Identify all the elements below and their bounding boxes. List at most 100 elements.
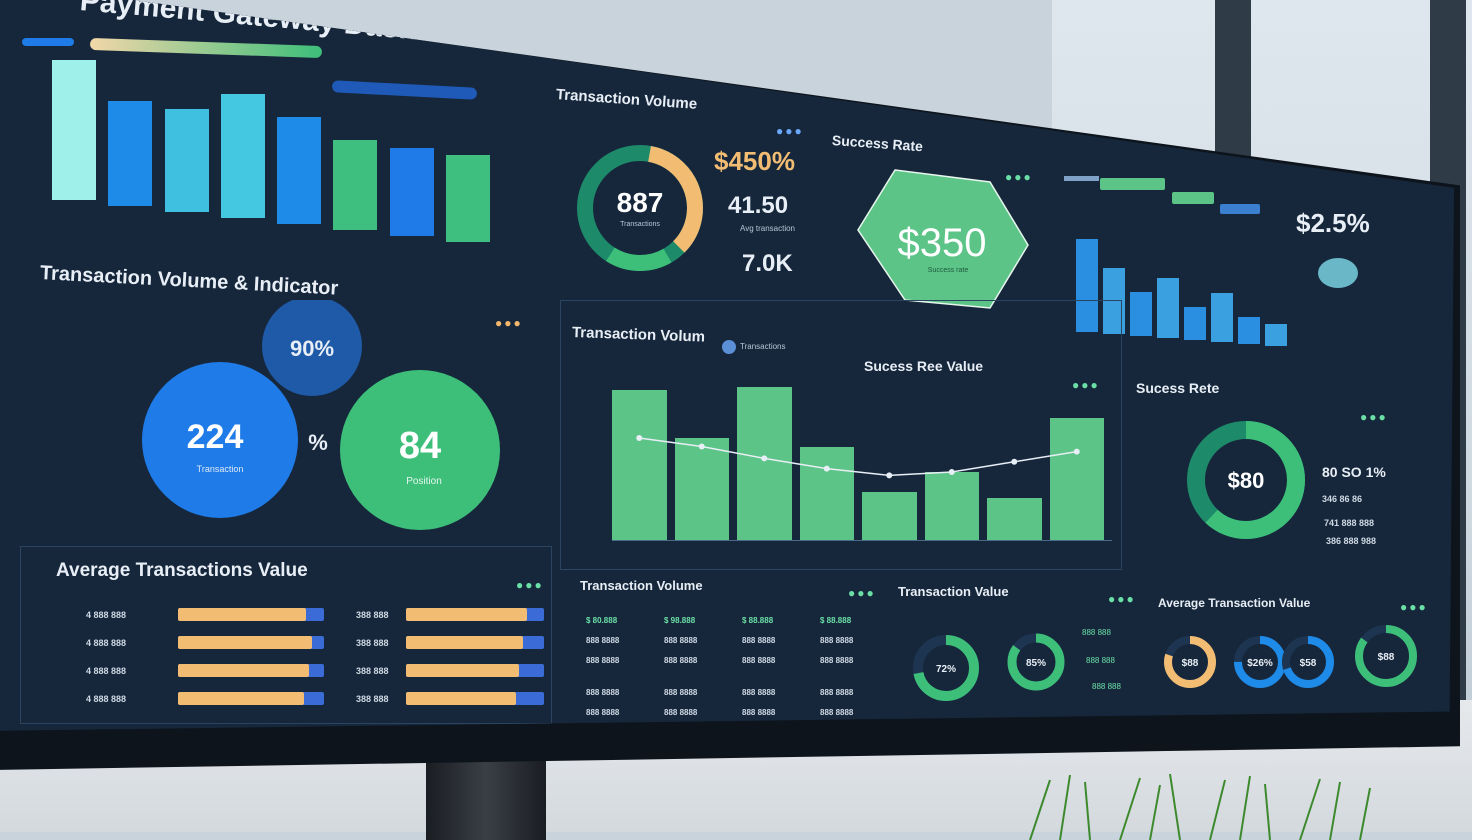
main-bar [1049, 417, 1104, 540]
success-donut: $80 [1187, 421, 1305, 539]
hbar-track [406, 608, 544, 621]
ring-note: 888 888 [1082, 628, 1111, 637]
bar [52, 60, 96, 200]
success-hexagon: $350 Success rate [857, 169, 1029, 309]
mini-badge[interactable] [1318, 258, 1358, 288]
ring-arc [1007, 633, 1065, 691]
donut-label: Transactions [620, 221, 660, 228]
table-cell: 888 8888 [742, 708, 776, 717]
ring-arc [913, 635, 979, 701]
trend-point [698, 443, 705, 450]
stat-caption: Avg transaction [740, 224, 795, 233]
ring-arc [1355, 625, 1417, 687]
mini-bar [1184, 307, 1206, 340]
ring-note: 888 888 [1092, 682, 1121, 691]
row-label: 4 888 888 [86, 610, 127, 620]
overlay-title: Sucess Ree Value [864, 358, 984, 374]
trend-point [1011, 458, 1018, 465]
more-icon[interactable]: ●●● [1108, 592, 1136, 606]
bubble-value: 90% [290, 336, 334, 361]
tx-value-rings: 72% 85% [913, 633, 1065, 701]
donut-value: 887 [617, 187, 664, 218]
hbar-track [178, 608, 324, 621]
main-bar [862, 492, 917, 540]
bar [445, 155, 490, 242]
row-label: 388 888 [356, 638, 389, 648]
table-cell: 888 8888 [742, 636, 776, 645]
bubble-value: 84 [399, 425, 441, 467]
table-cell: 888 8888 [820, 688, 854, 697]
more-icon[interactable]: ●●● [1072, 378, 1100, 392]
mini-stat: $2.5% [1296, 208, 1370, 238]
hbar-fill [406, 608, 528, 621]
avg-value-rings: $88 $26% $58 $88 [1164, 625, 1417, 688]
indicator-title: Transaction Volume & Indicator [39, 262, 339, 300]
plant-decor [1029, 773, 1371, 840]
hbar-track [178, 664, 324, 677]
table-cell: 888 8888 [664, 708, 698, 717]
stat-value: 7.0K [742, 250, 793, 277]
ring-value: $26% [1247, 658, 1273, 669]
more-icon[interactable]: ●●● [776, 124, 804, 138]
main-bar [924, 472, 979, 540]
legend-icon [722, 340, 736, 354]
bubble-separator: % [308, 430, 328, 455]
success-stat: 346 86 86 [1322, 494, 1363, 504]
trend-point [948, 469, 955, 475]
ring-note: 888 888 [1086, 656, 1115, 665]
tx-volume-title: Transaction Volume [555, 86, 698, 113]
main-bar [612, 390, 667, 540]
more-icon[interactable]: ●●● [495, 316, 523, 330]
table-cell: 888 8888 [664, 688, 698, 697]
table-cell: $ 88.888 [742, 616, 774, 625]
bar [277, 117, 321, 224]
more-icon[interactable]: ●●● [1400, 600, 1428, 614]
tab-pill[interactable] [22, 38, 74, 46]
row-label: 4 888 888 [86, 638, 127, 648]
table-cell: 888 8888 [664, 636, 698, 645]
avg-value-panel [20, 546, 552, 724]
bubble-circle [262, 300, 362, 396]
trend-point [886, 472, 893, 479]
mini-bar [1211, 292, 1233, 342]
bar [333, 140, 378, 230]
monitor-stand [426, 760, 546, 840]
row-label: 4 888 888 [86, 666, 127, 676]
trend-point [761, 455, 768, 462]
more-icon[interactable]: ●●● [1360, 410, 1388, 424]
main-bar [799, 446, 854, 540]
tx-table: $ 80.888 $ 98.888 $ 88.888 $ 88.888 888 8888… [586, 616, 886, 726]
hex-value: $350 [898, 221, 987, 265]
table-cell: 888 8888 [586, 656, 620, 665]
row-label: 4 888 888 [86, 694, 127, 704]
table-cell: 888 8888 [742, 656, 776, 665]
more-icon[interactable]: ●●● [848, 586, 876, 600]
mini-bar [1076, 238, 1098, 332]
avg-value-title: Average Transactions Value [56, 560, 308, 581]
table-cell: 888 8888 [820, 636, 854, 645]
dashboard-screen: Payment Gateway Dashboard Transaction Vo… [0, 0, 1454, 731]
hbar-fill [178, 664, 310, 677]
legend-chip [1100, 178, 1165, 190]
tab-pill[interactable] [89, 37, 323, 59]
more-icon[interactable]: ●●● [516, 578, 544, 592]
bubble-label: Transaction [197, 464, 244, 474]
table-cell: 888 8888 [820, 656, 854, 665]
trend-point [1073, 448, 1080, 455]
table-cell: $ 98.888 [664, 616, 696, 625]
legend-chip [1220, 204, 1260, 214]
ring-value: 72% [936, 664, 956, 675]
bubble-circle [142, 362, 298, 518]
mini-bar [1265, 324, 1287, 346]
donut-value: $80 [1228, 468, 1265, 493]
hbar-track [406, 636, 544, 649]
table-cell: 888 8888 [586, 688, 620, 697]
main-bar [737, 387, 792, 540]
bubble-circle [340, 370, 500, 530]
mini-bar [1238, 316, 1260, 344]
bar [164, 108, 209, 212]
success-stat: 80 SO 1% [1322, 464, 1386, 480]
more-icon[interactable]: ●●● [1005, 170, 1033, 184]
tx-table-title: Transaction Volume [580, 578, 703, 593]
ring-value: 85% [1026, 658, 1046, 669]
